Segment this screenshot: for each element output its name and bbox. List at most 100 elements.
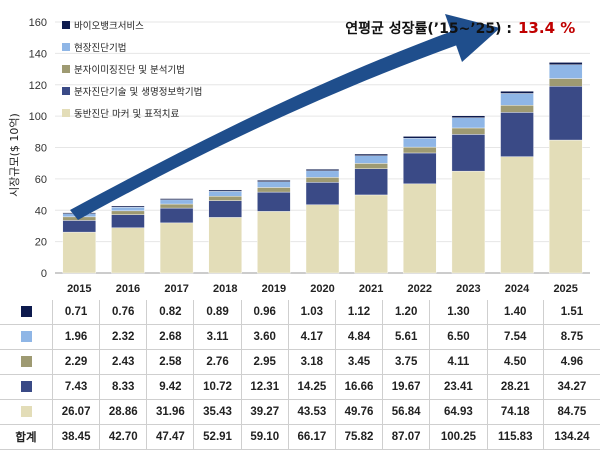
table-row: 26.07 28.86 31.96 35.43 39.27 43.53 49.76 56.84…	[0, 399, 600, 425]
table-cell: 0.96	[240, 300, 289, 325]
bar-segment	[62, 220, 97, 233]
bar-segment	[354, 163, 388, 170]
legend-label: 동반진단 마커 및 표적치료	[74, 108, 179, 120]
table-row: 0.71 0.76 0.82 0.89 0.96 1.03 1.12 1.20 1.30 1.40…	[0, 300, 600, 325]
bar-segment	[257, 180, 291, 183]
x-tick-label: 2022	[408, 283, 432, 295]
legend-label: 현장진단기법	[74, 43, 126, 54]
table-cell: 1.20	[382, 300, 430, 325]
table-cell: 3.45	[334, 349, 383, 375]
table-cell: 56.84	[382, 399, 430, 425]
bar-segment	[548, 64, 583, 79]
table-cell: 23.41	[429, 374, 488, 400]
table-cell: 100.25	[429, 424, 488, 450]
bar-segment	[548, 62, 583, 65]
bar-segment	[257, 191, 291, 212]
table-cell: 5.61	[382, 324, 430, 350]
y-tick-label: 140	[29, 48, 47, 60]
row-key	[0, 349, 53, 375]
table-cell: 1.03	[287, 300, 336, 325]
table-cell: 38.45	[51, 424, 100, 450]
bar-segment	[548, 78, 583, 87]
table-row: 1.96 2.32 2.68 3.11 3.60 4.17 4.84 5.61 6.50 7.54…	[0, 324, 600, 350]
bar-segment	[159, 198, 194, 201]
bar-segment	[403, 183, 437, 274]
x-tick-label: 2024	[505, 283, 530, 295]
table-cell: 26.07	[51, 399, 100, 425]
x-tick-label: 2018	[213, 283, 237, 295]
row-key: 합계	[0, 424, 53, 450]
growth-arrow-body	[70, 30, 460, 220]
table-cell: 2.43	[99, 349, 147, 375]
table-cell: 66.17	[287, 424, 336, 450]
bar-segment	[500, 112, 534, 157]
bar-segment	[403, 136, 437, 139]
bar-segment	[500, 91, 534, 94]
table-cell: 28.86	[99, 399, 147, 425]
row-color-key	[20, 306, 32, 318]
table-cell: 2.68	[146, 324, 194, 350]
table-total-row: 합계 38.45 42.70 47.47 52.91 59.10 66.17 75.82 87.…	[0, 424, 600, 450]
bar-segment	[451, 115, 486, 118]
table-cell: 14.25	[287, 374, 336, 400]
bar-segment	[111, 205, 145, 208]
table-cell: 6.50	[429, 324, 488, 350]
bar-segment	[305, 170, 340, 178]
bar-segment	[305, 182, 340, 205]
row-key	[0, 324, 53, 350]
y-tick-label: 60	[35, 174, 47, 186]
bar-segment	[403, 146, 437, 154]
row-color-key	[20, 406, 32, 418]
table-cell: 0.71	[51, 300, 100, 325]
y-tick-label: 20	[35, 237, 47, 249]
table-cell: 1.51	[542, 300, 600, 325]
table-cell: 3.11	[193, 324, 242, 350]
row-key	[0, 300, 53, 325]
table-cell: 64.93	[429, 399, 488, 425]
bar-segment	[451, 117, 486, 129]
bar-segment	[354, 168, 388, 196]
table-cell: 2.76	[193, 349, 242, 375]
row-color-key	[20, 331, 32, 343]
legend-swatch	[62, 65, 70, 73]
bar-segment	[208, 200, 242, 218]
table-cell: 1.96	[51, 324, 100, 350]
bar-segment	[208, 217, 242, 274]
bar-segment	[208, 196, 242, 201]
table-cell: 87.07	[382, 424, 430, 450]
table-cell: 7.54	[486, 324, 544, 350]
table-cell: 1.30	[429, 300, 488, 325]
bar-segment	[451, 170, 486, 274]
table-cell: 3.60	[240, 324, 289, 350]
table-cell: 9.42	[146, 374, 194, 400]
table-cell: 59.10	[240, 424, 289, 450]
table-cell: 49.76	[334, 399, 383, 425]
legend-swatch	[62, 87, 70, 95]
bar-segment	[354, 155, 388, 164]
legend-swatch	[62, 21, 70, 29]
table-cell: 0.82	[146, 300, 194, 325]
x-tick-label: 2023	[456, 283, 480, 295]
y-tick-label: 120	[29, 80, 47, 92]
table-cell: 2.32	[99, 324, 147, 350]
table-cell: 8.75	[542, 324, 600, 350]
y-tick-label: 100	[29, 111, 47, 123]
table-cell: 3.18	[287, 349, 336, 375]
table-cell: 75.82	[334, 424, 383, 450]
bar-segment	[159, 207, 194, 224]
legend-label: 분자진단기술 및 생명정보학기법	[74, 86, 202, 98]
bar-segment	[500, 105, 534, 113]
bar-segment	[159, 199, 194, 205]
bar-segment	[208, 191, 242, 197]
row-key	[0, 374, 53, 400]
x-tick-label: 2021	[359, 283, 383, 295]
legend-swatch	[62, 109, 70, 117]
bar-segment	[111, 227, 145, 274]
row-key	[0, 399, 53, 425]
x-tick-label: 2017	[164, 283, 188, 295]
table-cell: 39.27	[240, 399, 289, 425]
table-cell: 10.72	[193, 374, 242, 400]
row-color-key	[20, 356, 32, 368]
table-cell: 2.95	[240, 349, 289, 375]
bar-segment	[305, 177, 340, 183]
